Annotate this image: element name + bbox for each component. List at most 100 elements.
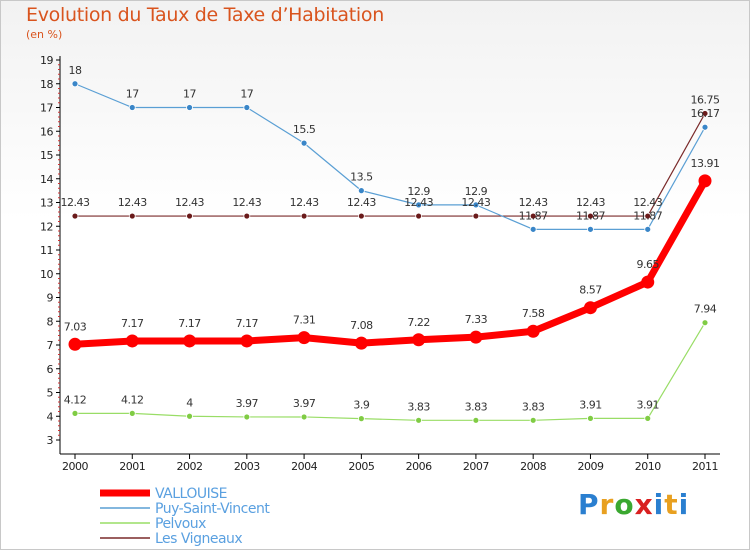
- chart-axes: 3 4 5 6 7 8 9 10 11 12 13 14 15 16 17 18 19 2000 2001 2002 2…: [40, 54, 720, 473]
- data-label-3: 12.43: [404, 196, 433, 209]
- data-label-1: 11.87: [519, 209, 548, 222]
- series-lines: [68, 80, 712, 424]
- logo-letter: P: [578, 488, 600, 521]
- series-point-3: [128, 212, 136, 220]
- y-tick-label: 4: [47, 410, 54, 423]
- x-tick-label: 2006: [406, 460, 432, 473]
- data-label-1: 17: [126, 88, 139, 101]
- series-point-0: [469, 330, 483, 344]
- data-label-2: 3.97: [236, 397, 259, 410]
- series-point-2: [300, 413, 308, 421]
- legend-label-1: Puy-Saint-Vincent: [155, 501, 270, 517]
- logo-letter: i: [678, 488, 690, 521]
- data-label-1: 15.5: [293, 123, 316, 136]
- x-tick-label: 2010: [635, 460, 661, 473]
- y-tick-label: 10: [40, 268, 53, 281]
- data-label-2: 3.91: [579, 398, 602, 411]
- x-tick-label: 2007: [463, 460, 489, 473]
- series-point-2: [472, 416, 480, 424]
- series-point-2: [529, 416, 537, 424]
- series-point-0: [641, 275, 655, 289]
- series-point-1: [415, 201, 423, 209]
- data-label-3: 12.43: [61, 196, 90, 209]
- series-point-2: [415, 416, 423, 424]
- y-tick-label: 18: [40, 78, 53, 91]
- x-tick-label: 2002: [177, 460, 203, 473]
- data-label-2: 3.83: [522, 400, 545, 413]
- y-tick-label: 3: [47, 434, 54, 447]
- data-label-3: 12.43: [232, 196, 261, 209]
- series-point-0: [354, 336, 368, 350]
- data-label-3: 12.43: [290, 196, 319, 209]
- series-point-3: [472, 212, 480, 220]
- data-label-2: 3.83: [465, 400, 488, 413]
- series-point-0: [412, 333, 426, 347]
- legend-label-3: Les Vigneaux: [155, 531, 242, 547]
- legend-label-2: Pelvoux: [155, 516, 206, 532]
- series-point-0: [526, 324, 540, 338]
- data-label-0: 7.17: [121, 317, 144, 330]
- y-tick-label: 17: [40, 102, 53, 115]
- data-label-0: 9.65: [636, 258, 659, 271]
- series-point-3: [644, 212, 652, 220]
- series-point-0: [183, 334, 197, 348]
- data-label-0: 8.57: [579, 284, 602, 297]
- series-point-2: [186, 412, 193, 420]
- series-point-0: [698, 174, 712, 188]
- data-label-1: 18: [69, 64, 82, 77]
- data-label-2: 3.83: [407, 400, 430, 413]
- data-label-3: 16.75: [691, 93, 720, 106]
- x-tick-label: 2003: [234, 460, 260, 473]
- series-point-1: [529, 225, 537, 233]
- data-label-2: 3.9: [353, 399, 369, 412]
- data-label-1: 11.87: [576, 209, 605, 222]
- data-label-0: 7.17: [178, 317, 201, 330]
- series-point-1: [71, 80, 79, 88]
- data-label-2: 3.97: [293, 397, 316, 410]
- series-point-0: [68, 337, 82, 351]
- y-tick-label: 15: [40, 149, 53, 162]
- data-label-3: 12.43: [633, 196, 662, 209]
- data-label-0: 7.17: [236, 317, 259, 330]
- series-point-2: [243, 413, 251, 421]
- series-point-1: [128, 104, 136, 111]
- logo-letter: o: [614, 488, 635, 521]
- series-point-0: [240, 334, 254, 348]
- series-point-3: [701, 110, 709, 117]
- data-label-2: 4: [186, 396, 193, 409]
- data-label-3: 12.43: [519, 196, 548, 209]
- series-point-2: [357, 415, 365, 423]
- series-line-1: [74, 83, 706, 230]
- series-point-1: [701, 123, 709, 131]
- data-label-0: 7.03: [64, 320, 87, 333]
- data-labels: 7.03 7.17 7.17 7.17 7.31 7.08 7.22 7.33 7.58 8.57…: [61, 64, 721, 414]
- series-point-1: [587, 225, 594, 233]
- y-tick-label: 16: [40, 125, 53, 138]
- series-point-2: [128, 409, 136, 417]
- proxiti-logo: Proxiti: [578, 488, 689, 521]
- logo-letter: x: [634, 488, 654, 521]
- data-label-0: 7.08: [350, 319, 373, 332]
- series-point-0: [125, 334, 139, 348]
- data-label-2: 7.94: [694, 303, 717, 316]
- data-label-0: 7.22: [407, 316, 430, 329]
- data-label-1: 16.17: [691, 107, 720, 120]
- y-tick-label: 19: [40, 54, 53, 67]
- y-tick-label: 8: [47, 315, 54, 328]
- x-tick-label: 2008: [520, 460, 546, 473]
- data-label-2: 4.12: [64, 393, 87, 406]
- y-tick-label: 5: [47, 387, 54, 400]
- series-point-3: [587, 212, 594, 220]
- data-label-1: 11.87: [633, 209, 662, 222]
- chart-title: Evolution du Taux de Taxe d’Habitation: [26, 4, 384, 26]
- series-point-3: [71, 212, 79, 220]
- data-label-0: 7.58: [522, 307, 545, 320]
- series-point-2: [71, 409, 79, 417]
- data-label-3: 12.43: [461, 196, 490, 209]
- logo-letter: t: [664, 488, 679, 521]
- data-label-3: 12.43: [576, 196, 605, 209]
- data-label-2: 4.12: [121, 393, 144, 406]
